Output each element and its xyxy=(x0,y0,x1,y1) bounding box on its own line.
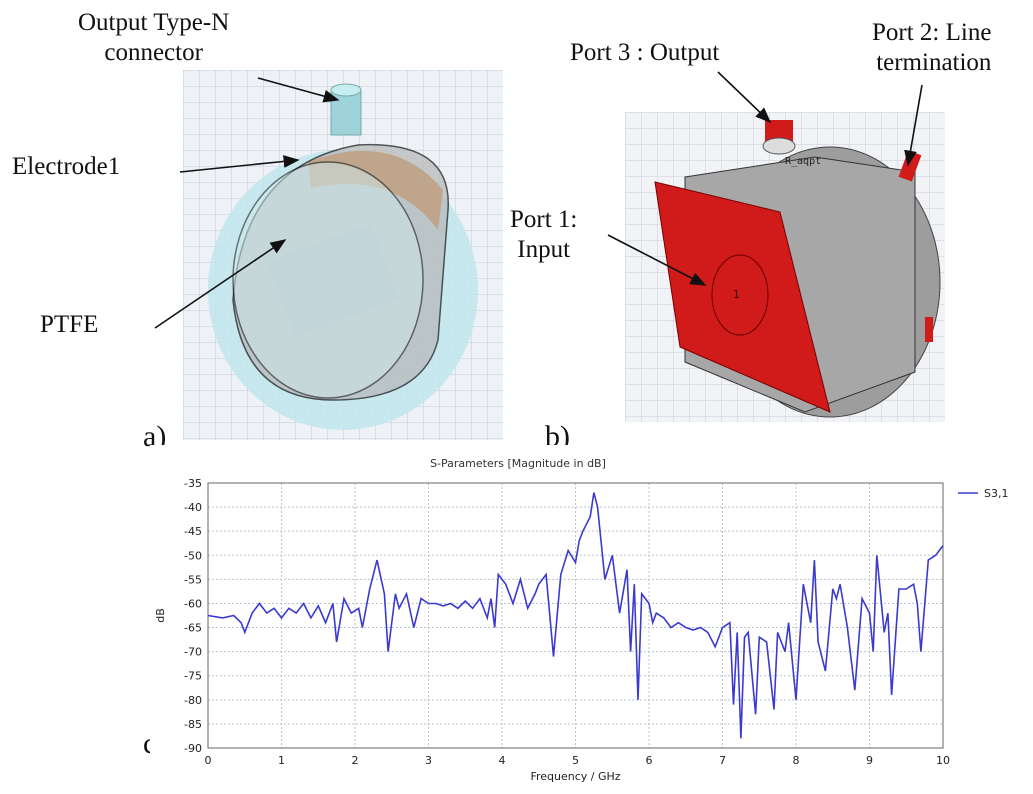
label-electrode: Electrode1 xyxy=(12,152,120,182)
chart-title: S-Parameters [Magnitude in dB] xyxy=(430,457,606,470)
label-ptfe: PTFE xyxy=(40,310,98,340)
x-axis-label: Frequency / GHz xyxy=(530,770,620,783)
y-tick-label: -35 xyxy=(184,477,202,490)
label-port1: Port 1: Input xyxy=(510,205,577,265)
y-tick-label: -40 xyxy=(184,501,202,514)
legend-entry: S3,1 xyxy=(984,487,1008,500)
x-tick-label: 2 xyxy=(352,754,359,767)
x-tick-label: 1 xyxy=(278,754,285,767)
x-tick-label: 5 xyxy=(572,754,579,767)
label-output-connector: Output Type-N connector xyxy=(78,8,229,68)
label-port3: Port 3 : Output xyxy=(570,38,719,68)
x-tick-label: 8 xyxy=(793,754,800,767)
y-tick-label: -60 xyxy=(184,597,202,610)
y-tick-label: -75 xyxy=(184,670,202,683)
y-tick-label: -55 xyxy=(184,573,202,586)
x-tick-label: 3 xyxy=(425,754,432,767)
y-tick-label: -80 xyxy=(184,694,202,707)
y-tick-label: -85 xyxy=(184,718,202,731)
y-tick-label: -50 xyxy=(184,549,202,562)
y-axis-label: dB xyxy=(154,608,167,623)
x-tick-label: 0 xyxy=(205,754,212,767)
x-tick-label: 4 xyxy=(499,754,506,767)
y-tick-label: -70 xyxy=(184,646,202,659)
x-tick-label: 10 xyxy=(936,754,950,767)
y-tick-label: -90 xyxy=(184,742,202,755)
sparam-chart: S-Parameters [Magnitude in dB] -35 -40 -45… xyxy=(150,445,1020,794)
y-tick-label: -45 xyxy=(184,525,202,538)
y-tick-label: -65 xyxy=(184,622,202,635)
label-port2: Port 2: Line termination xyxy=(872,18,991,78)
x-tick-label: 6 xyxy=(646,754,653,767)
x-tick-label: 9 xyxy=(866,754,873,767)
x-tick-label: 7 xyxy=(719,754,726,767)
